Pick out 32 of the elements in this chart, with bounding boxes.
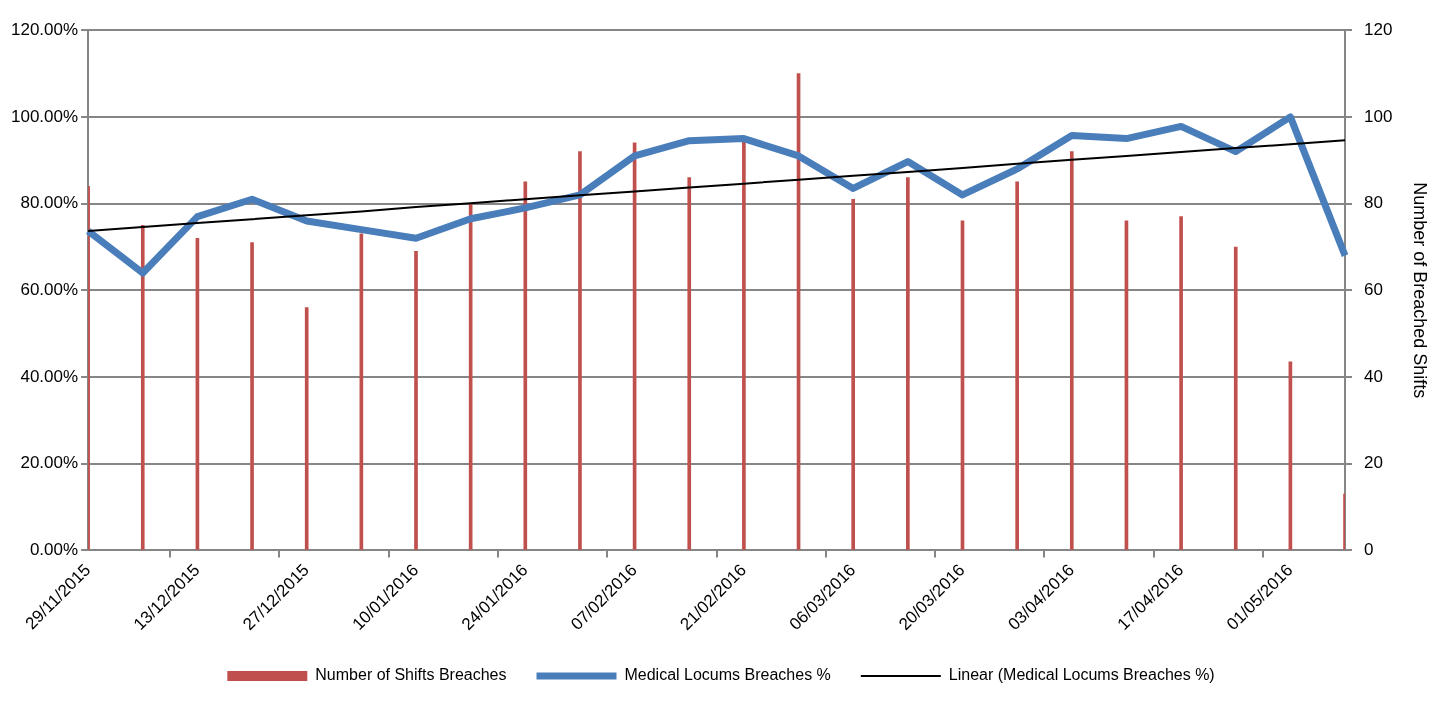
y-tick-label: 60.00% bbox=[20, 279, 79, 299]
legend-label: Number of Shifts Breaches bbox=[315, 666, 507, 684]
y2-tick-label: 100 bbox=[1364, 106, 1393, 126]
y2-tick-label: 60 bbox=[1364, 279, 1383, 299]
y2-tick-label: 40 bbox=[1364, 366, 1383, 386]
bar bbox=[1015, 181, 1019, 550]
bar bbox=[523, 181, 528, 550]
legend-label: Linear (Medical Locums Breaches %) bbox=[948, 666, 1215, 684]
bar bbox=[414, 250, 418, 550]
bar bbox=[1179, 216, 1183, 550]
y2-tick-label: 80 bbox=[1364, 193, 1383, 213]
y-tick-label: 40.00% bbox=[20, 366, 79, 386]
y2-tick-label: 120 bbox=[1364, 19, 1393, 39]
bar bbox=[1343, 493, 1346, 550]
bar bbox=[1233, 246, 1238, 550]
y2-tick-label: 20 bbox=[1364, 453, 1383, 473]
bar bbox=[304, 307, 309, 550]
bar bbox=[851, 198, 856, 550]
y-tick-label: 20.00% bbox=[20, 453, 79, 473]
y2-axis-title: Number of Breached Shifts bbox=[1410, 182, 1431, 399]
y-tick-label: 0.00% bbox=[29, 540, 79, 560]
bar bbox=[687, 177, 692, 550]
y-tick-label: 80.00% bbox=[20, 193, 79, 213]
bar bbox=[140, 224, 145, 550]
bar bbox=[578, 151, 582, 550]
y-tick-label: 120.00% bbox=[10, 19, 79, 39]
bar bbox=[906, 177, 910, 550]
y-tick-label: 100.00% bbox=[10, 106, 79, 126]
bar bbox=[1069, 151, 1074, 550]
bar bbox=[250, 242, 254, 550]
y2-tick-label: 0 bbox=[1364, 540, 1374, 560]
legend-label: Medical Locums Breaches % bbox=[624, 666, 831, 684]
